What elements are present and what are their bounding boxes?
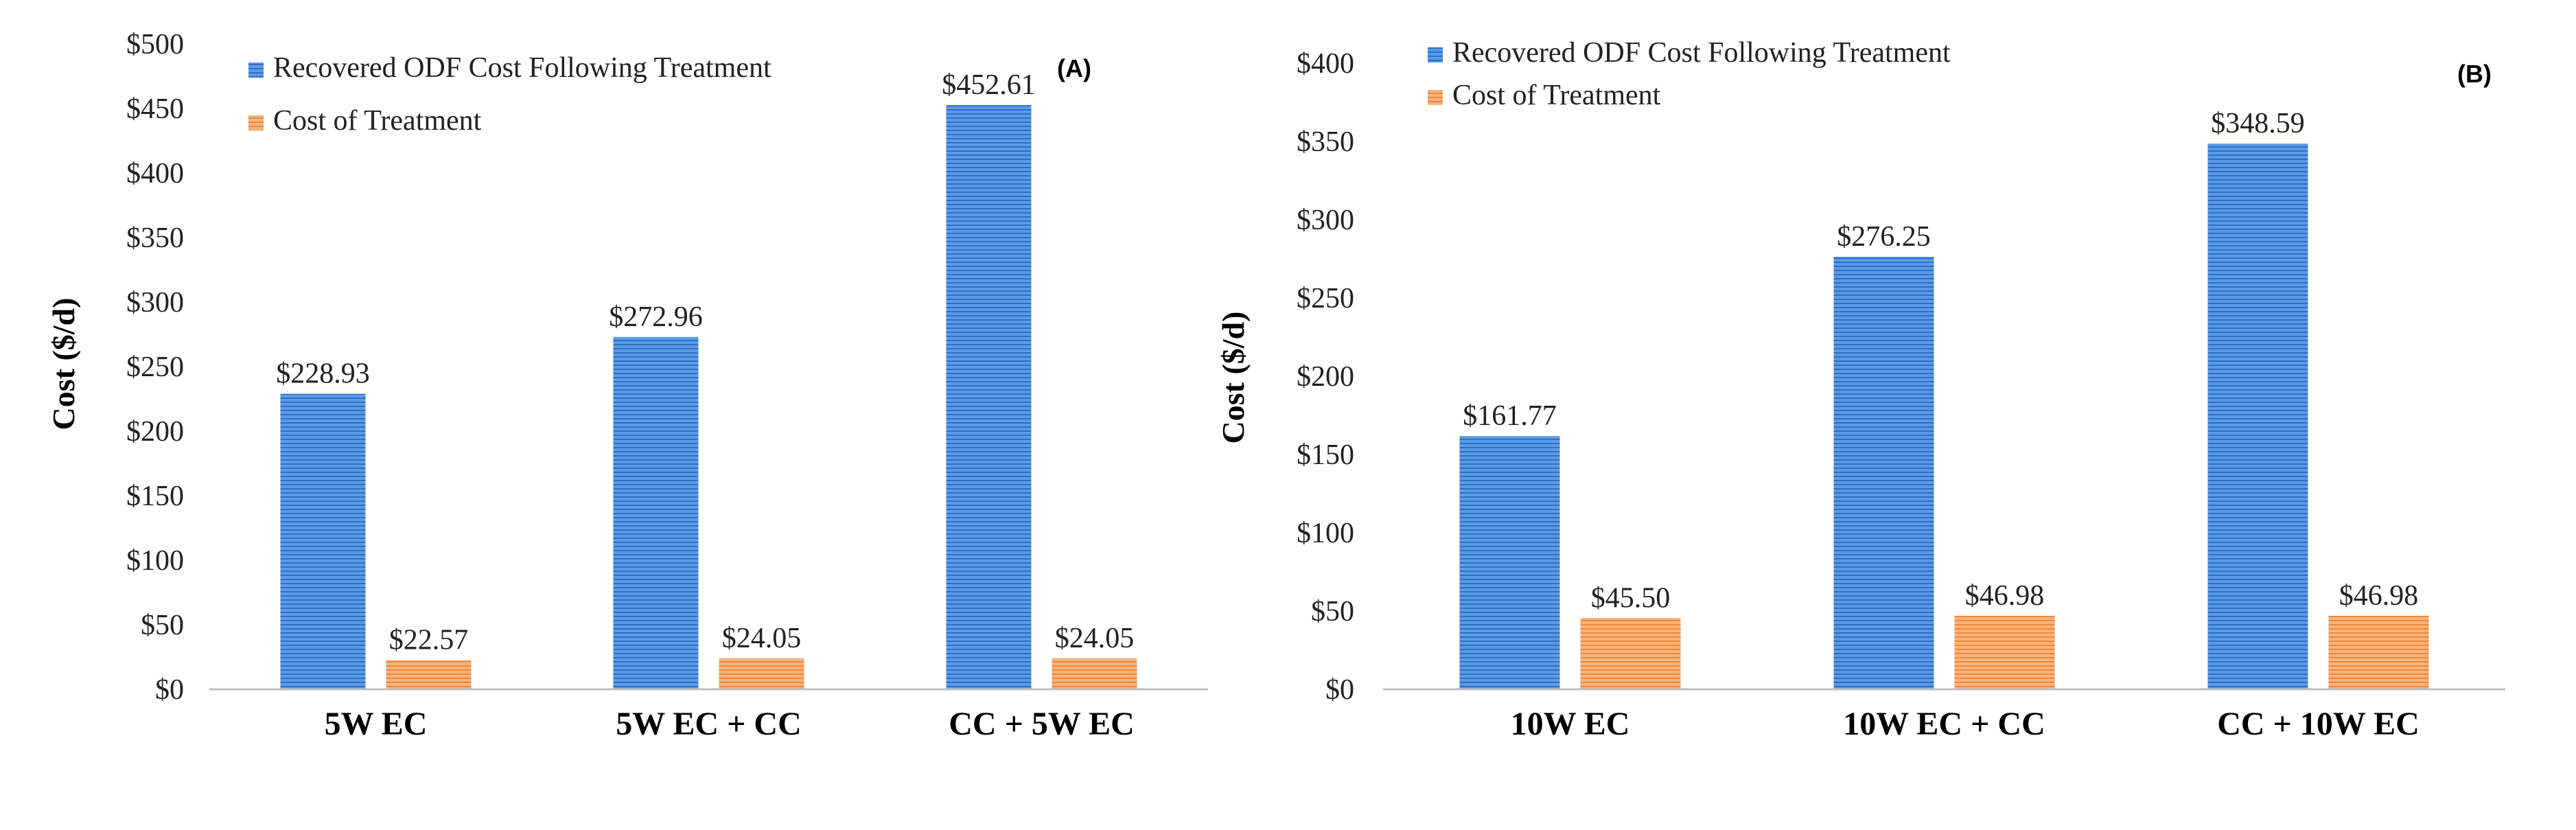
y-tick-label: $400 xyxy=(126,158,184,189)
legend-swatch-recovered xyxy=(1428,47,1443,62)
bar-treatment xyxy=(1052,658,1137,689)
y-tick-label: $100 xyxy=(126,545,184,577)
y-tick-label: $0 xyxy=(1325,674,1354,706)
data-label: $452.61 xyxy=(942,69,1036,101)
bar-recovered xyxy=(1459,436,1560,689)
y-axis-label: Cost ($/d) xyxy=(1216,312,1251,444)
y-tick-label: $250 xyxy=(126,351,184,383)
bar-recovered xyxy=(1833,257,1934,689)
y-tick-label: $250 xyxy=(1297,283,1354,314)
x-category-label: CC + 5W EC xyxy=(949,706,1135,742)
bar-recovered xyxy=(2207,143,2308,690)
data-label: $161.77 xyxy=(1463,400,1557,432)
data-label: $45.50 xyxy=(1591,582,1671,614)
y-tick-label: $500 xyxy=(126,29,184,60)
x-category-label: 5W EC xyxy=(325,706,428,742)
y-tick-label: $300 xyxy=(126,287,184,319)
data-label: $24.05 xyxy=(1055,623,1135,654)
bar-treatment xyxy=(719,658,804,689)
data-label: $348.59 xyxy=(2211,108,2305,139)
y-tick-label: $150 xyxy=(1297,439,1354,471)
data-label: $46.98 xyxy=(1965,580,2045,612)
y-axis-label: Cost ($/d) xyxy=(46,298,81,430)
panel-label: (B) xyxy=(2457,60,2492,88)
data-label: $228.93 xyxy=(276,358,370,390)
bar-treatment xyxy=(1954,615,2055,689)
data-label: $22.57 xyxy=(389,625,469,656)
x-category-label: CC + 10W EC xyxy=(2217,706,2420,742)
data-label: $276.25 xyxy=(1837,221,1931,253)
y-tick-label: $450 xyxy=(126,93,184,125)
y-tick-label: $350 xyxy=(126,222,184,254)
bar-treatment xyxy=(1580,618,1681,689)
chart-panel-a: $0 $50 $100 $150 $200 $250 $300 $350 $400 $450 $50… xyxy=(46,29,1208,742)
x-category-label: 10W EC xyxy=(1511,706,1630,742)
bar-recovered xyxy=(613,336,699,689)
y-tick-label: $50 xyxy=(141,610,184,641)
legend-swatch-recovered xyxy=(248,62,264,78)
data-label: $272.96 xyxy=(609,301,703,333)
y-tick-label: $100 xyxy=(1297,518,1354,549)
legend-label-recovered: Recovered ODF Cost Following Treatment xyxy=(1452,37,1951,69)
legend-label-treatment: Cost of Treatment xyxy=(1452,80,1661,111)
legend-label-treatment: Cost of Treatment xyxy=(273,105,482,137)
x-category-label: 10W EC + CC xyxy=(1843,706,2045,742)
legend-swatch-treatment xyxy=(248,115,264,130)
legend-label-recovered: Recovered ODF Cost Following Treatment xyxy=(273,52,771,84)
panel-label: (A) xyxy=(1057,54,1091,82)
y-tick-label: $350 xyxy=(1297,126,1354,158)
data-label: $46.98 xyxy=(2339,580,2419,612)
y-tick-label: $300 xyxy=(1297,205,1354,236)
y-tick-label: $0 xyxy=(155,674,184,706)
chart-panel-b: $0 $50 $100 $150 $200 $250 $300 $350 $400 Cost ($… xyxy=(1216,37,2505,742)
y-tick-label: $50 xyxy=(1311,596,1354,627)
legend-swatch-treatment xyxy=(1428,90,1443,105)
x-category-label: 5W EC + CC xyxy=(616,706,802,742)
bar-treatment xyxy=(386,660,472,689)
y-tick-label: $200 xyxy=(126,416,184,448)
y-tick-label: $200 xyxy=(1297,361,1354,393)
y-tick-label: $400 xyxy=(1297,48,1354,80)
data-label: $24.05 xyxy=(722,623,802,654)
bar-recovered xyxy=(280,393,366,689)
bar-recovered xyxy=(946,105,1032,689)
bar-treatment xyxy=(2328,615,2429,689)
y-tick-label: $150 xyxy=(126,481,184,512)
